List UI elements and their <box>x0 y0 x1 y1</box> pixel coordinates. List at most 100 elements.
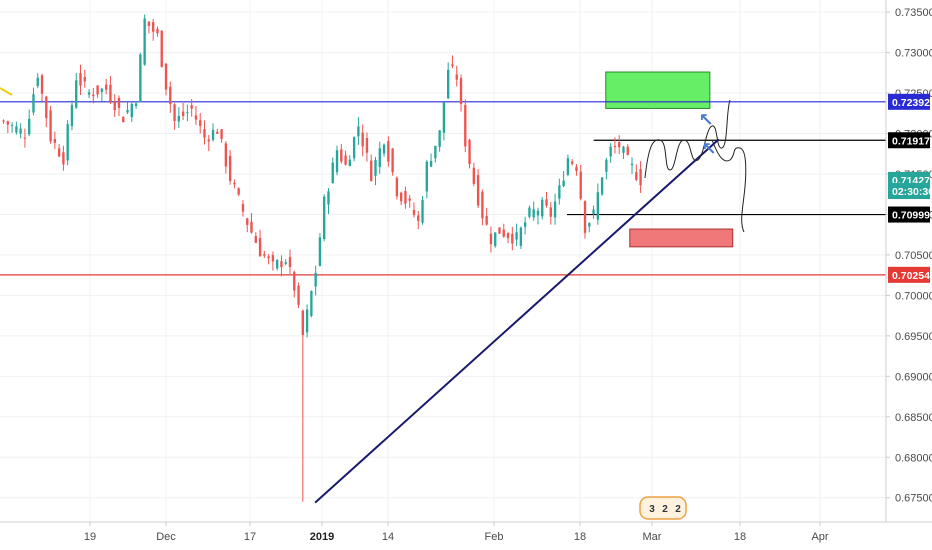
candle-body <box>429 160 433 167</box>
candle-body <box>92 94 95 97</box>
candle-body <box>618 142 621 148</box>
candle-body <box>605 159 608 172</box>
candle-body <box>160 30 163 67</box>
candle-body <box>323 196 326 239</box>
price-tag-label: 0.71917 <box>892 135 930 147</box>
candle-body <box>570 161 574 164</box>
candle-body <box>49 110 52 142</box>
price-tick-label: 0.67500 <box>895 493 932 505</box>
time-tick-label: 17 <box>244 531 256 543</box>
candle-body <box>152 22 155 32</box>
candle-body <box>613 146 617 148</box>
candle-body <box>357 126 360 137</box>
candle-body <box>528 207 531 217</box>
candle-body <box>536 210 540 216</box>
price-tick-label: 0.68000 <box>895 452 932 464</box>
candle-body <box>288 257 292 268</box>
candle-body <box>600 177 604 195</box>
trendline[interactable] <box>314 138 720 504</box>
candle-body <box>45 96 48 119</box>
candle-body <box>596 192 599 220</box>
candle-body <box>271 255 275 262</box>
candle-body <box>36 77 39 86</box>
price-tag <box>888 132 930 149</box>
candle-body <box>485 215 488 225</box>
candle-body <box>558 185 561 199</box>
trendline-ascending[interactable] <box>314 138 720 504</box>
candle-body <box>75 80 78 108</box>
candle-body <box>126 110 129 113</box>
candle-body <box>305 309 309 333</box>
price-tags: 0.723920.719170.7142702:30:360.709990.70… <box>888 93 932 283</box>
candle-body <box>147 21 151 26</box>
event-count: 3 <box>649 504 655 515</box>
candle-body <box>15 126 18 133</box>
candle-body <box>83 77 86 82</box>
candle-body <box>293 271 296 291</box>
candle-body <box>130 103 133 118</box>
candle-body <box>241 203 245 212</box>
candle-body <box>532 209 535 218</box>
candle-body <box>344 155 347 165</box>
candle-body <box>6 121 9 125</box>
price-axis[interactable]: 0.735000.730000.725000.720000.715000.710… <box>885 0 932 522</box>
candle-body <box>442 101 446 133</box>
candle-body <box>254 236 257 243</box>
candle-body <box>588 223 591 227</box>
yellow-marker <box>0 87 13 96</box>
time-axis[interactable]: 19 Dec 17 2019 14 Feb 18 Mar 18 Apr <box>0 521 932 543</box>
candle-body <box>327 191 330 205</box>
candle-body <box>417 215 420 221</box>
candle-body <box>216 131 219 134</box>
candle-body <box>583 201 587 233</box>
candle-body <box>53 139 57 143</box>
price-tag-label: 0.72392 <box>892 97 930 109</box>
arrow-icon: ↖ <box>698 110 713 131</box>
event-count: 2 <box>675 504 681 515</box>
candle-body <box>199 120 202 126</box>
candle-body <box>489 233 493 245</box>
price-tag-label: 0.70999 <box>892 210 930 222</box>
candle-body <box>498 227 501 234</box>
candle-body <box>626 146 629 155</box>
hand-drawn-annotations: ↖↖ <box>0 87 747 233</box>
candlestick-series <box>2 14 642 502</box>
candle-body <box>622 146 625 153</box>
candle-body <box>348 159 352 167</box>
candle-body <box>609 146 612 157</box>
time-tick-label: Dec <box>156 531 176 543</box>
price-tick-label: 0.73000 <box>895 48 932 60</box>
price-tick-label: 0.70500 <box>895 250 932 262</box>
candle-body <box>451 64 454 67</box>
candle-body <box>481 191 484 219</box>
candle-body <box>635 172 638 180</box>
candle-body <box>194 115 198 120</box>
projected-path-down <box>711 139 747 233</box>
event-badge-group[interactable] <box>639 496 687 520</box>
candle-body <box>387 141 390 162</box>
candle-body <box>96 85 99 95</box>
candle-body <box>62 152 65 165</box>
candle-body <box>404 190 407 204</box>
candle-body <box>113 101 116 111</box>
candle-body <box>122 117 125 123</box>
candle-body <box>412 209 416 215</box>
candle-body <box>455 74 458 80</box>
candle-body <box>250 221 253 233</box>
candle-body <box>2 120 5 122</box>
price-tick-label: 0.69000 <box>895 371 932 383</box>
candle-body <box>280 261 283 268</box>
candle-body <box>70 104 74 126</box>
candle-body <box>220 129 223 139</box>
candle-body <box>459 78 463 104</box>
candle-body <box>318 237 322 266</box>
price-tag <box>888 182 930 199</box>
candle-body <box>173 104 176 121</box>
candle-body <box>468 139 471 165</box>
candle-body <box>237 188 240 195</box>
candle-body <box>472 167 476 184</box>
candle-body <box>164 63 168 90</box>
candle-body <box>361 132 364 147</box>
